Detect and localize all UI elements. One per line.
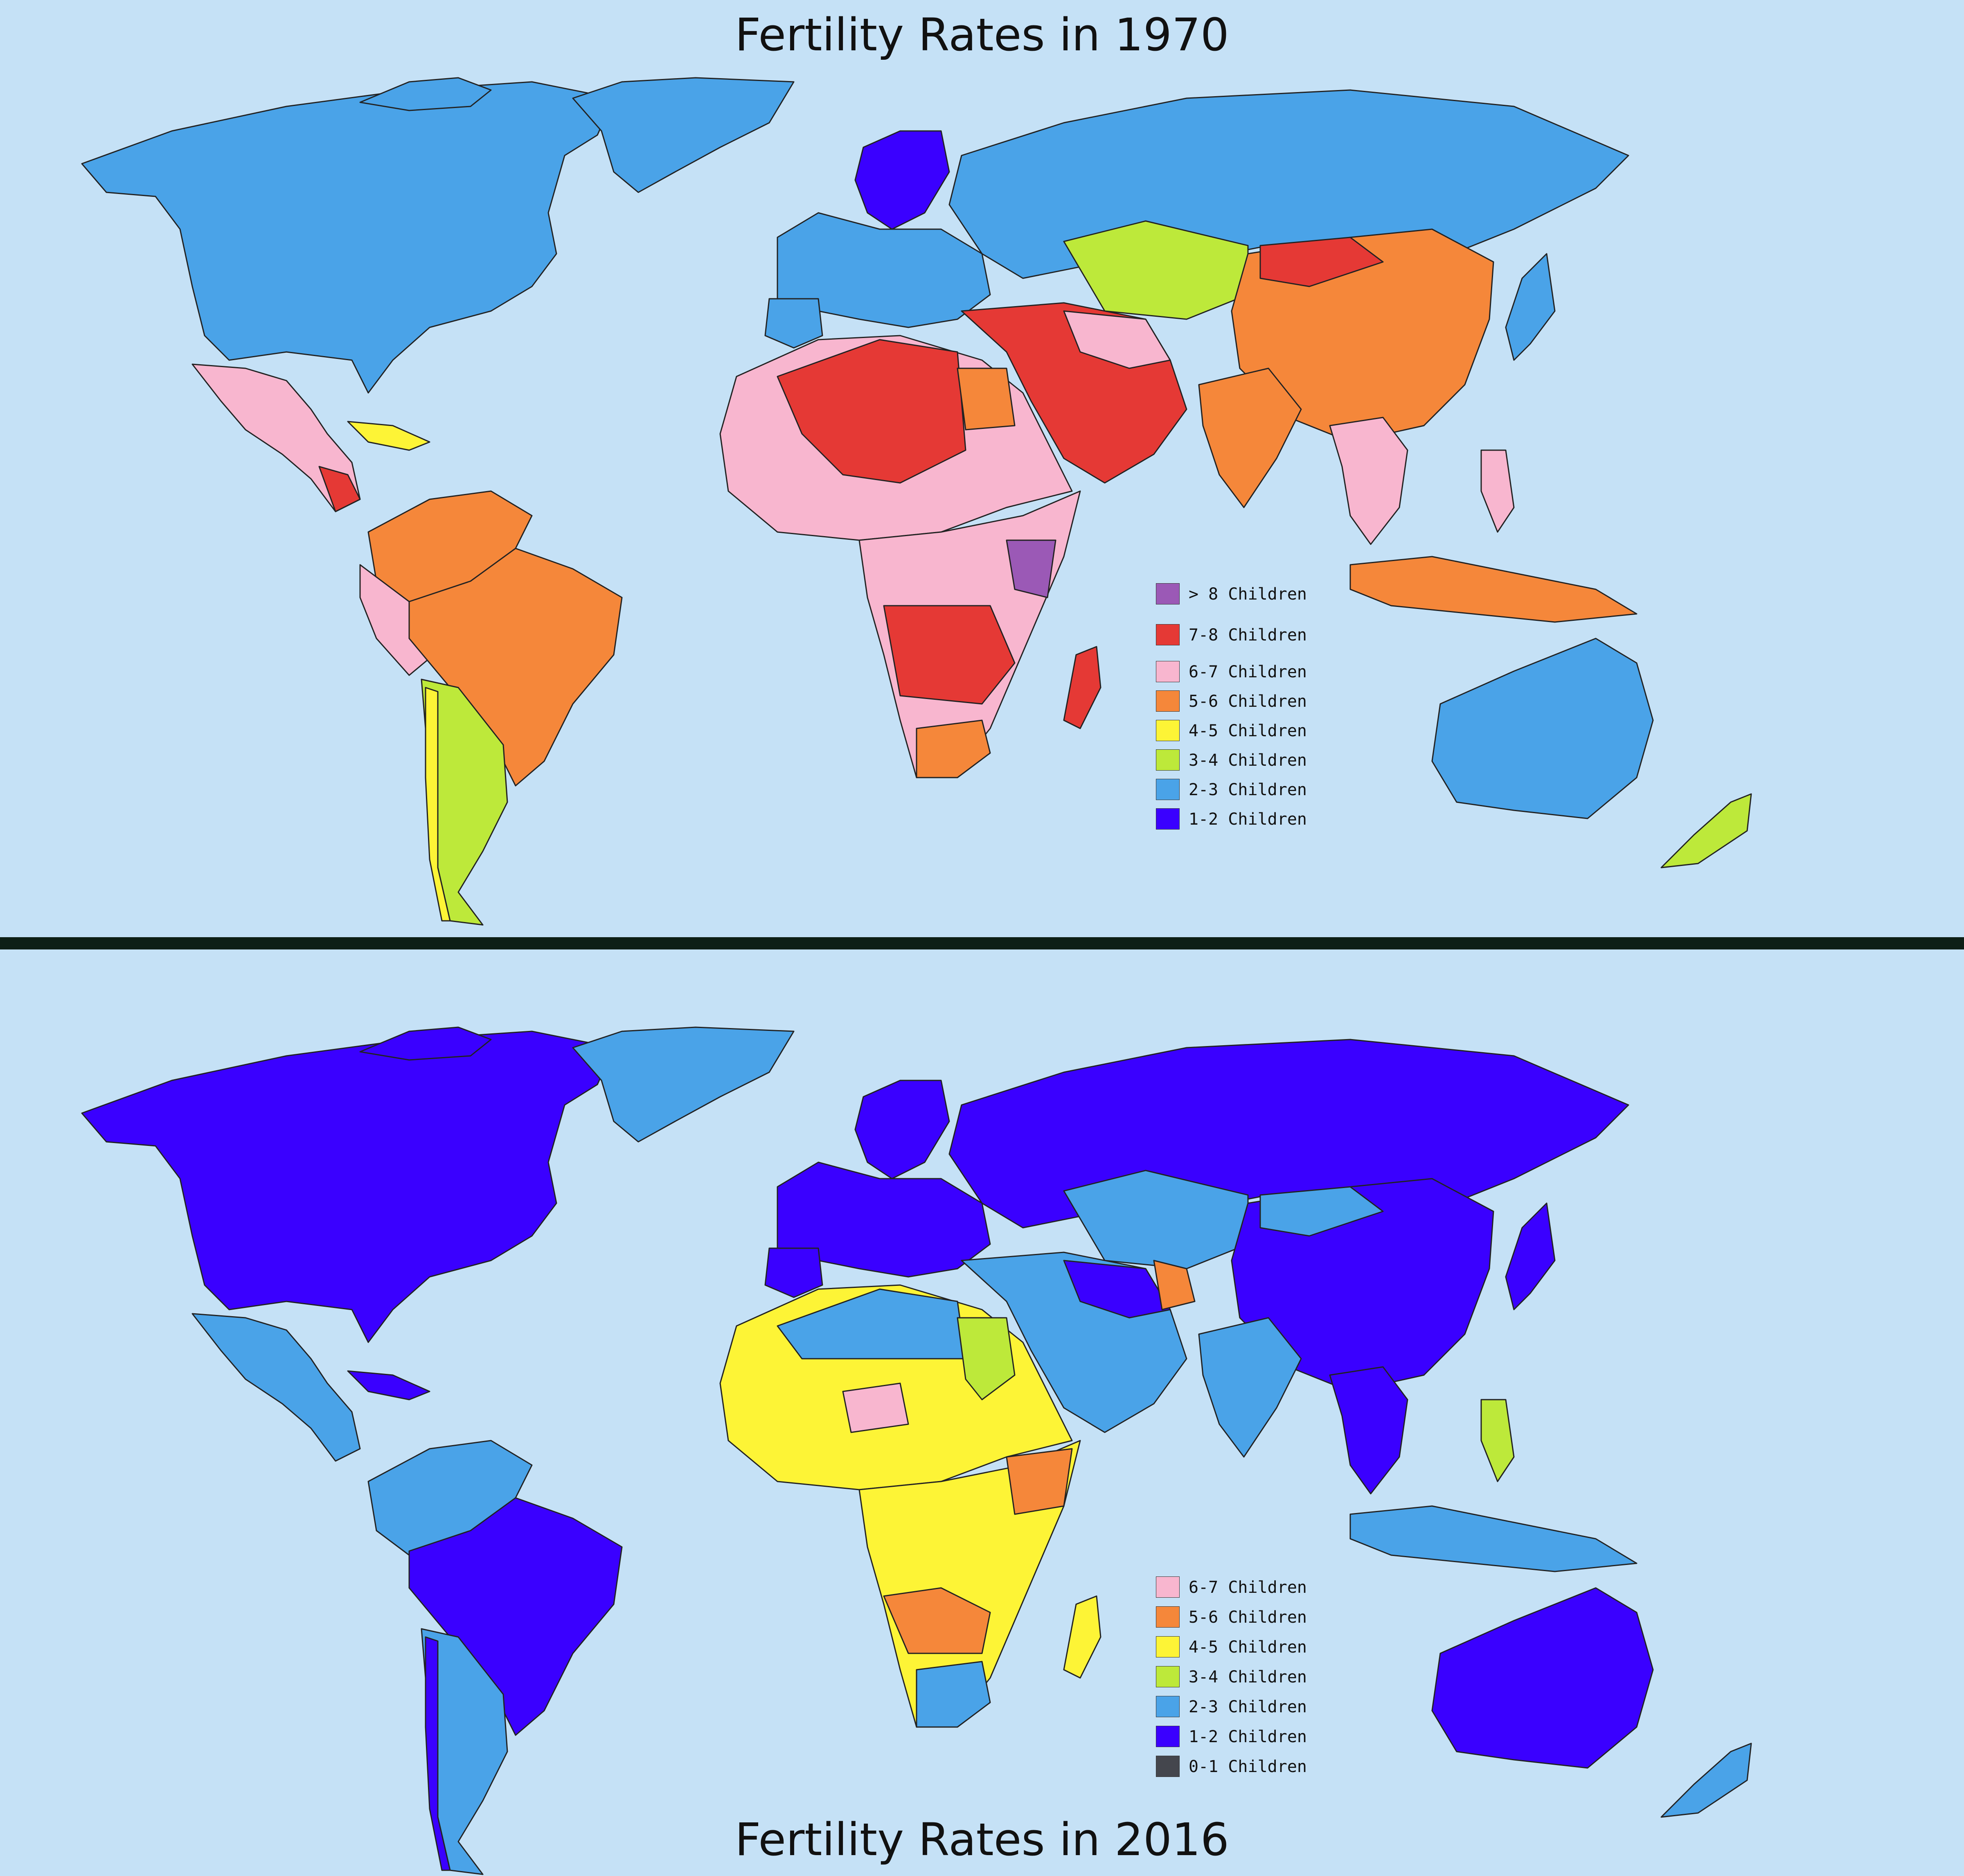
australia-2016 bbox=[1431, 1587, 1654, 1769]
iberia-2016 bbox=[764, 1247, 823, 1298]
southeast-asia-2016 bbox=[1329, 1366, 1408, 1495]
legend-swatch bbox=[1156, 583, 1180, 604]
indonesia-1970 bbox=[1349, 556, 1637, 623]
indonesia-2016 bbox=[1349, 1505, 1637, 1572]
southeast-asia-1970 bbox=[1329, 417, 1408, 545]
legend-label: 6-7 Children bbox=[1189, 663, 1307, 681]
legend-swatch bbox=[1156, 661, 1180, 682]
legend-label: 5-6 Children bbox=[1189, 692, 1307, 711]
central-america-1970 bbox=[318, 466, 361, 512]
legend-label: 0-1 Children bbox=[1189, 1757, 1307, 1776]
madagascar-1970 bbox=[1063, 646, 1101, 729]
afghanistan-2016 bbox=[1153, 1260, 1196, 1310]
legend-label: 1-2 Children bbox=[1189, 1727, 1307, 1746]
scandinavia-2016 bbox=[854, 1080, 950, 1179]
mexico-2016 bbox=[191, 1313, 361, 1462]
east-africa-2016 bbox=[1006, 1448, 1073, 1515]
caribbean-1970 bbox=[347, 421, 430, 451]
sahara-1970 bbox=[777, 339, 966, 484]
new-zealand-1970 bbox=[1660, 793, 1752, 868]
legend-swatch bbox=[1156, 1756, 1180, 1777]
caribbean-2016 bbox=[347, 1370, 430, 1400]
chile-2016 bbox=[425, 1636, 451, 1871]
legend-label: 4-5 Children bbox=[1189, 722, 1307, 740]
legend-swatch bbox=[1156, 779, 1180, 800]
south-africa-1970 bbox=[916, 719, 991, 778]
legend-swatch bbox=[1156, 1726, 1180, 1747]
legend-swatch bbox=[1156, 690, 1180, 712]
legend-label: 2-3 Children bbox=[1189, 1698, 1307, 1716]
scandinavia-1970 bbox=[854, 130, 950, 230]
legend-label: 1-2 Children bbox=[1189, 810, 1307, 829]
north-america-2016 bbox=[81, 1030, 615, 1343]
panel-divider bbox=[0, 937, 1964, 949]
philippines-2016 bbox=[1480, 1399, 1515, 1482]
legend-label: 3-4 Children bbox=[1189, 751, 1307, 770]
map-title-1970: Fertility Rates in 1970 bbox=[735, 9, 1229, 61]
iran-2016 bbox=[1063, 1260, 1171, 1319]
mongolia-2016 bbox=[1259, 1186, 1384, 1237]
north-america-1970 bbox=[81, 81, 615, 394]
madagascar-2016 bbox=[1063, 1595, 1101, 1679]
japan-1970 bbox=[1505, 253, 1556, 361]
legend-label: 7-8 Children bbox=[1189, 626, 1307, 645]
legend-swatch bbox=[1156, 1636, 1180, 1657]
niger-2016 bbox=[842, 1382, 909, 1433]
greenland-2016 bbox=[572, 1026, 795, 1143]
legend-swatch bbox=[1156, 808, 1180, 830]
southern-central-africa-2016 bbox=[883, 1587, 991, 1654]
egypt-1970 bbox=[957, 368, 1016, 431]
egypt-2016 bbox=[957, 1317, 1016, 1400]
map-1970 bbox=[81, 77, 1752, 926]
chile-1970 bbox=[425, 687, 451, 922]
legend-swatch bbox=[1156, 624, 1180, 645]
map-2016 bbox=[81, 1026, 1752, 1875]
south-africa-2016 bbox=[916, 1661, 991, 1728]
arctic-islands-1970 bbox=[359, 77, 492, 111]
australia-1970 bbox=[1431, 638, 1654, 819]
legend-label: 2-3 Children bbox=[1189, 780, 1307, 799]
legend-label: 3-4 Children bbox=[1189, 1668, 1307, 1687]
legend-label: 6-7 Children bbox=[1189, 1578, 1307, 1597]
legend-swatch bbox=[1156, 1576, 1180, 1598]
philippines-1970 bbox=[1480, 449, 1515, 533]
legend-swatch bbox=[1156, 1696, 1180, 1717]
legend-swatch bbox=[1156, 1606, 1180, 1628]
central-africa-1970 bbox=[883, 605, 1016, 705]
legend-label: 5-6 Children bbox=[1189, 1608, 1307, 1627]
legend-swatch bbox=[1156, 720, 1180, 741]
maghreb-2016 bbox=[777, 1288, 966, 1360]
legend-label: 4-5 Children bbox=[1189, 1638, 1307, 1657]
legend-label: > 8 Children bbox=[1189, 585, 1307, 604]
india-1970 bbox=[1198, 368, 1302, 508]
legend-swatch bbox=[1156, 1666, 1180, 1687]
kenya-1970 bbox=[1006, 539, 1056, 598]
map-title-2016: Fertility Rates in 2016 bbox=[735, 1813, 1229, 1866]
mongolia-1970 bbox=[1259, 237, 1384, 287]
legend-swatch bbox=[1156, 749, 1180, 771]
iran-1970 bbox=[1063, 310, 1171, 369]
new-zealand-2016 bbox=[1660, 1743, 1752, 1818]
greenland-1970 bbox=[572, 77, 795, 193]
iberia-1970 bbox=[764, 298, 823, 349]
india-2016 bbox=[1198, 1317, 1302, 1458]
arctic-islands-2016 bbox=[359, 1026, 492, 1061]
japan-2016 bbox=[1505, 1202, 1556, 1310]
